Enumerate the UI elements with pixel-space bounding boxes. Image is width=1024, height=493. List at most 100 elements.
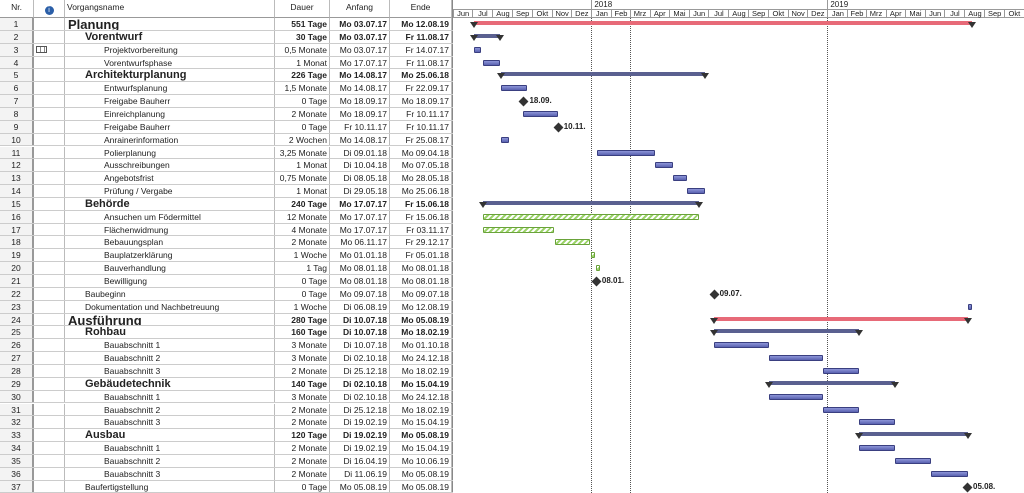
task-name[interactable]: Bauverhandlung [65, 262, 275, 274]
table-row[interactable]: 20 Bauverhandlung 1 Tag Mo 08.01.18 Mo 0… [0, 262, 453, 275]
task-end[interactable]: Mo 05.08.19 [390, 480, 452, 493]
task-start[interactable]: Mo 17.07.17 [330, 210, 390, 223]
task-name[interactable]: Vorentwurfsphase [65, 56, 275, 69]
task-end[interactable]: Fr 25.08.17 [390, 133, 452, 146]
task-duration[interactable]: 160 Tage [275, 326, 330, 339]
task-duration[interactable]: 0 Tage [275, 120, 330, 133]
task-duration[interactable]: 551 Tage [275, 18, 330, 30]
task-start[interactable]: Mo 14.08.17 [330, 82, 390, 95]
task-duration[interactable]: 2 Monate [275, 454, 330, 467]
table-row[interactable]: 33 Ausbau 120 Tage Di 19.02.19 Mo 05.08.… [0, 429, 453, 443]
task-name[interactable]: Entwurfsplanung [65, 82, 275, 95]
task-name[interactable]: Projektvorbereitung [65, 43, 275, 56]
header-name[interactable]: Vorgangsname [65, 0, 275, 18]
task-end[interactable]: Mo 07.05.18 [390, 159, 452, 172]
task-duration[interactable]: 1 Monat [275, 185, 330, 197]
task-duration[interactable]: 12 Monate [275, 210, 330, 223]
task-end[interactable]: Mo 09.07.18 [390, 287, 452, 300]
table-row[interactable]: 26 Bauabschnitt 1 3 Monate Di 10.07.18 M… [0, 339, 453, 353]
table-row[interactable]: 28 Bauabschnitt 3 2 Monate Di 25.12.18 M… [0, 364, 453, 378]
task-end[interactable]: Fr 03.11.17 [390, 223, 452, 236]
summary-bar[interactable] [473, 33, 500, 38]
task-name[interactable]: Einreichplanung [65, 107, 275, 120]
task-bar[interactable] [967, 303, 973, 310]
task-end[interactable]: Fr 14.07.17 [390, 43, 452, 56]
table-row[interactable]: 7 Freigabe Bauherr 0 Tage Mo 18.09.17 Mo… [0, 95, 453, 108]
task-name[interactable]: Bebauungsplan [65, 236, 275, 249]
table-row[interactable]: 8 Einreichplanung 2 Monate Mo 18.09.17 F… [0, 107, 453, 121]
task-start[interactable]: Mo 17.07.17 [330, 223, 390, 236]
task-duration[interactable]: 30 Tage [275, 30, 330, 43]
summary-start-marker-icon[interactable] [764, 381, 773, 388]
task-end[interactable]: Mo 18.02.19 [390, 403, 452, 416]
task-duration[interactable]: 2 Wochen [275, 133, 330, 146]
task-duration[interactable]: 0 Tage [275, 95, 330, 107]
summary-bar[interactable] [482, 200, 699, 205]
task-bar[interactable] [482, 213, 699, 220]
task-duration[interactable]: 2 Monate [275, 236, 330, 249]
summary-end-marker-icon[interactable] [694, 201, 703, 208]
task-bar[interactable] [895, 457, 932, 464]
task-duration[interactable]: 1 Monat [275, 159, 330, 172]
task-bar[interactable] [482, 226, 554, 233]
table-row[interactable]: 1 Planung 551 Tage Mo 03.07.17 Mo 12.08.… [0, 18, 453, 31]
task-start[interactable]: Di 08.05.18 [330, 172, 390, 185]
table-row[interactable]: 32 Bauabschnitt 3 2 Monate Di 19.02.19 M… [0, 416, 453, 430]
table-row[interactable]: 31 Bauabschnitt 2 2 Monate Di 25.12.18 M… [0, 403, 453, 417]
task-duration[interactable]: 140 Tage [275, 377, 330, 390]
task-start[interactable]: Di 11.06.19 [330, 467, 390, 480]
table-row[interactable]: 30 Bauabschnitt 1 3 Monate Di 02.10.18 M… [0, 390, 453, 404]
table-row[interactable]: 2 Vorentwurf 30 Tage Mo 03.07.17 Fr 11.0… [0, 30, 453, 44]
milestone-diamond-icon[interactable] [553, 122, 564, 133]
table-row[interactable]: 18 Bebauungsplan 2 Monate Mo 06.11.17 Fr… [0, 236, 453, 250]
task-start[interactable]: Di 02.10.18 [330, 352, 390, 364]
task-end[interactable]: Mo 24.12.18 [390, 390, 452, 403]
task-name[interactable]: Bauabschnitt 3 [65, 364, 275, 377]
task-end[interactable]: Mo 12.08.19 [390, 18, 452, 30]
task-end[interactable]: Mo 18.09.17 [390, 95, 452, 107]
summary-end-marker-icon[interactable] [701, 73, 710, 80]
summary-end-marker-icon[interactable] [855, 330, 864, 337]
task-name[interactable]: Bauabschnitt 1 [65, 390, 275, 403]
task-name[interactable]: Anrainerinformation [65, 133, 275, 146]
task-duration[interactable]: 1,5 Monate [275, 82, 330, 95]
task-bar[interactable] [500, 85, 527, 92]
task-name[interactable]: Prüfung / Vergabe [65, 185, 275, 197]
task-duration[interactable]: 2 Monate [275, 107, 330, 120]
task-end[interactable]: Mo 24.12.18 [390, 352, 452, 364]
task-end[interactable]: Mo 25.06.18 [390, 69, 452, 82]
task-duration[interactable]: 240 Tage [275, 197, 330, 210]
table-row[interactable]: 34 Bauabschnitt 1 2 Monate Di 19.02.19 M… [0, 442, 453, 455]
task-bar[interactable] [714, 342, 769, 349]
table-row[interactable]: 27 Bauabschnitt 2 3 Monate Di 02.10.18 M… [0, 352, 453, 365]
table-row[interactable]: 14 Prüfung / Vergabe 1 Monat Di 29.05.18… [0, 185, 453, 198]
task-end[interactable]: Mo 05.08.19 [390, 467, 452, 480]
table-row[interactable]: 4 Vorentwurfsphase 1 Monat Mo 17.07.17 F… [0, 56, 453, 70]
table-row[interactable]: 36 Bauabschnitt 3 2 Monate Di 11.06.19 M… [0, 467, 453, 481]
task-end[interactable]: Mo 15.04.19 [390, 416, 452, 429]
summary-end-marker-icon[interactable] [891, 381, 900, 388]
task-end[interactable]: Mo 15.04.19 [390, 442, 452, 454]
task-duration[interactable]: 3 Monate [275, 352, 330, 364]
task-end[interactable]: Fr 11.08.17 [390, 30, 452, 43]
task-start[interactable]: Mo 17.07.17 [330, 56, 390, 69]
task-start[interactable]: Di 19.02.19 [330, 416, 390, 429]
task-duration[interactable]: 3 Monate [275, 339, 330, 352]
task-bar[interactable] [655, 162, 674, 169]
task-end[interactable]: Mo 18.02.19 [390, 326, 452, 339]
task-end[interactable]: Fr 29.12.17 [390, 236, 452, 249]
task-name[interactable]: Architekturplanung [65, 69, 275, 82]
task-start[interactable]: Mo 01.01.18 [330, 249, 390, 262]
task-start[interactable]: Di 19.02.19 [330, 429, 390, 442]
summary-start-marker-icon[interactable] [478, 201, 487, 208]
task-start[interactable]: Fr 10.11.17 [330, 120, 390, 133]
task-start[interactable]: Di 16.04.19 [330, 454, 390, 467]
task-start[interactable]: Di 29.05.18 [330, 185, 390, 197]
task-start[interactable]: Di 02.10.18 [330, 377, 390, 390]
header-duration[interactable]: Dauer [275, 0, 330, 18]
task-name[interactable]: Baufertigstellung [65, 480, 275, 493]
task-end[interactable]: Mo 25.06.18 [390, 185, 452, 197]
table-row[interactable]: 17 Flächenwidmung 4 Monate Mo 17.07.17 F… [0, 223, 453, 237]
task-name[interactable]: Bauabschnitt 3 [65, 416, 275, 429]
task-bar[interactable] [931, 470, 968, 477]
